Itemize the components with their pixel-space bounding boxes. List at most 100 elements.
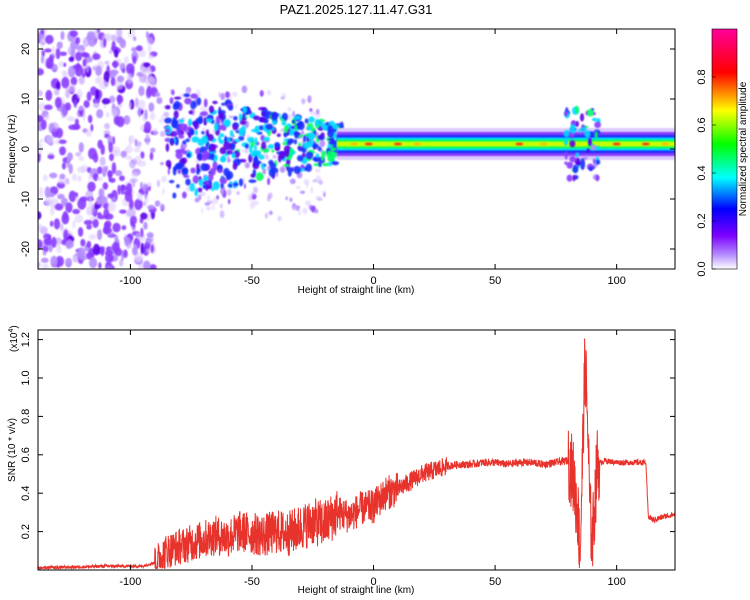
spectrogram-blob [150, 147, 156, 153]
spectrogram-y-tick-label: -10 [20, 191, 32, 207]
spectrogram-blob [156, 97, 163, 105]
spectrogram-blob [103, 71, 110, 83]
spectrogram-blob [251, 192, 254, 198]
spectrogram-blob [103, 38, 107, 48]
spectrogram-blob [319, 140, 326, 148]
spectrogram-blob [64, 102, 72, 111]
spectrogram-blob [298, 120, 303, 127]
spectrogram-blob [108, 49, 114, 54]
spectrogram-blob [83, 100, 90, 108]
spectrogram-blob [314, 168, 321, 173]
snr-y-tick-label: 0.4 [20, 486, 32, 501]
spectrogram-blob [66, 116, 76, 122]
spectrogram-blob [45, 57, 54, 69]
spectrogram-blob [110, 77, 116, 87]
spectrogram-blob [138, 85, 145, 97]
spectrogram-blob [163, 111, 170, 118]
spectrogram-blob [121, 68, 126, 74]
spectrogram-blob [92, 243, 101, 256]
spectrogram-blob [296, 155, 304, 162]
spectrogram-blob [229, 142, 236, 148]
spectrogram-blob [200, 163, 208, 172]
spectrogram-blob [247, 194, 252, 202]
spectrogram-blob [208, 143, 217, 152]
spectrogram-blob [113, 49, 119, 58]
spectrogram-blob [190, 100, 197, 110]
spectrogram-blob [161, 114, 164, 121]
spectrogram-blob [264, 111, 273, 116]
spectrogram-blob [82, 58, 87, 68]
spectrogram-blob [198, 178, 204, 187]
spectrogram-blob [150, 244, 154, 253]
spectrogram-blob [87, 114, 93, 124]
spectrogram-x-tick-label: 0 [370, 275, 376, 287]
spectrogram-blob [300, 130, 305, 136]
spectrogram-blob [78, 255, 87, 261]
spectrogram-blob [57, 193, 65, 200]
spectrogram-blob [41, 263, 50, 269]
spectrogram-blob [135, 232, 142, 238]
spectrogram-blob [183, 174, 190, 178]
spectrogram-blob [253, 115, 260, 121]
spectrogram-blob [100, 246, 105, 257]
spectrogram-blob [182, 140, 187, 145]
spectrogram-blob [136, 192, 143, 201]
spectrogram-blob [661, 142, 670, 146]
colorbar: 0.0 0.2 0.4 0.6 0.8 Normalized spectral ampl… [696, 28, 749, 277]
spectrogram-blob [247, 136, 255, 143]
spectrogram-blob [226, 189, 232, 196]
spectrogram-blob [131, 171, 140, 178]
spectrogram-blob [133, 36, 137, 42]
spectrogram-blob [201, 207, 204, 213]
spectrogram-blob [192, 175, 200, 184]
spectrogram-blob [38, 223, 43, 231]
spectrogram-y-label: Frequency (Hz) [7, 115, 18, 184]
spectrogram-blob [293, 139, 298, 145]
spectrogram-blob [194, 130, 198, 136]
spectrogram-blob [235, 103, 238, 110]
spectrogram-blob [165, 159, 172, 168]
spectrogram-blob [594, 121, 602, 129]
spectrogram-blob [289, 197, 293, 202]
spectrogram-blob [184, 97, 192, 105]
spectrogram-blob [160, 202, 164, 210]
spectrogram-blob [38, 211, 42, 220]
spectrogram-blob [253, 145, 258, 151]
spectrogram-blob [129, 178, 138, 183]
spectrogram-blob [143, 62, 151, 68]
spectrogram-blob [38, 90, 43, 97]
spectrogram-blob [152, 127, 158, 136]
spectrogram-blob [56, 243, 62, 254]
spectrogram-blob [228, 115, 234, 119]
spectrogram-blob [138, 49, 147, 58]
spectrogram-blob [200, 106, 205, 110]
spectrogram-blob [430, 142, 439, 146]
spectrogram-blob [104, 165, 109, 173]
spectrogram-blob [146, 182, 153, 189]
spectrogram-blob [566, 161, 574, 169]
spectrogram-blob [132, 55, 137, 65]
spectrogram-blob [90, 123, 94, 132]
spectrogram-blob [569, 124, 576, 134]
spectrogram-blob [177, 169, 182, 174]
spectrogram-blob [612, 142, 621, 146]
spectrogram-blob [238, 178, 244, 187]
spectrogram-blob [309, 111, 316, 116]
spectrogram-blob [129, 215, 137, 225]
spectrogram-blob [178, 134, 185, 139]
colorbar-tick-label: 0.0 [696, 261, 708, 276]
spectrogram-blob [263, 136, 271, 142]
spectrogram-blob [93, 29, 99, 40]
spectrogram-blob [143, 128, 151, 133]
spectrogram-blob [102, 182, 109, 190]
spectrogram-blob [44, 186, 51, 199]
spectrogram-blob [211, 153, 215, 158]
spectrogram-blob [96, 76, 103, 81]
spectrogram-blob [364, 142, 373, 146]
spectrogram-blob [196, 97, 202, 106]
snr-x-tick-label: -50 [244, 576, 260, 588]
spectrogram-blob [116, 29, 123, 38]
spectrogram-blob [239, 130, 246, 135]
spectrogram-blob [586, 108, 594, 117]
